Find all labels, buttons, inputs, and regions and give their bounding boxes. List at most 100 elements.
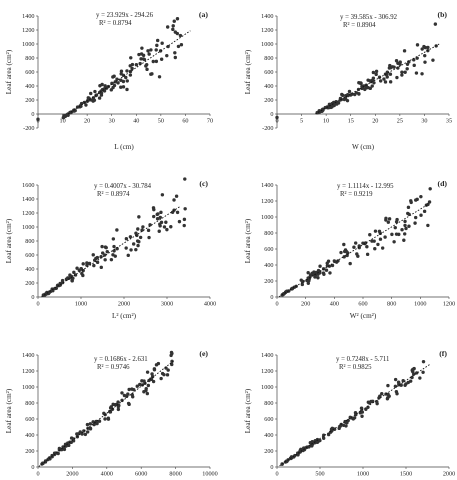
data-point <box>412 372 416 376</box>
data-point <box>320 108 325 113</box>
data-point <box>113 254 117 258</box>
data-point <box>428 187 432 191</box>
data-point <box>111 85 115 90</box>
x-tick-label: 20 <box>372 118 378 125</box>
data-point <box>394 59 399 63</box>
data-point <box>284 459 289 464</box>
data-point <box>155 38 160 43</box>
trend-line <box>279 363 431 467</box>
data-point <box>360 85 365 89</box>
data-point <box>393 225 397 230</box>
x-tick-label: 20 <box>84 118 90 125</box>
data-point <box>147 235 151 240</box>
data-point <box>332 259 337 263</box>
trend-line <box>67 30 191 115</box>
data-point <box>402 238 406 242</box>
data-point <box>91 420 95 424</box>
data-point <box>328 271 332 275</box>
y-tick-label: 1200 <box>22 210 34 217</box>
y-tick-label: 1000 <box>261 41 273 48</box>
x-tick-label: 2000 <box>443 471 455 478</box>
data-point <box>140 46 144 50</box>
data-point <box>307 278 311 283</box>
data-point <box>407 60 411 64</box>
data-point <box>139 57 143 61</box>
y-tick-label: 1400 <box>261 13 273 20</box>
data-point <box>402 49 407 53</box>
data-point <box>93 258 97 262</box>
data-point <box>148 223 152 227</box>
data-point <box>125 79 129 83</box>
x-tick-label: 600 <box>358 301 367 308</box>
x-tick-label: 2000 <box>66 471 78 478</box>
data-point <box>326 105 331 110</box>
r-squared: R² = 0.9825 <box>339 364 372 371</box>
data-point <box>88 427 93 431</box>
trend-line <box>315 43 440 115</box>
data-point <box>147 52 151 56</box>
data-point <box>119 72 123 76</box>
y-tick-label: 1200 <box>22 368 34 375</box>
data-point <box>387 217 392 221</box>
y-tick-label: 200 <box>25 448 34 455</box>
data-point <box>116 407 121 412</box>
data-point <box>146 49 150 53</box>
data-point <box>157 75 162 79</box>
data-point <box>66 441 70 445</box>
data-point <box>393 377 398 382</box>
data-point <box>146 383 151 388</box>
data-point <box>382 77 386 81</box>
data-point <box>97 96 102 100</box>
x-tick-label: 1000 <box>357 471 369 478</box>
data-point <box>166 368 170 372</box>
r-squared: R² = 0.8974 <box>97 191 130 198</box>
data-point <box>85 422 90 427</box>
data-point <box>156 361 161 366</box>
regression-equation: y = 1.1114x - 12.995 <box>337 183 394 190</box>
data-point <box>151 59 155 64</box>
data-point <box>173 30 178 34</box>
data-point <box>95 255 100 260</box>
data-point <box>121 85 126 89</box>
y-tick-label: 0 <box>270 464 273 471</box>
data-point <box>414 71 419 75</box>
data-point <box>124 237 129 241</box>
x-tick-label: 10 <box>323 118 329 125</box>
data-point <box>116 404 121 409</box>
data-point <box>384 218 388 222</box>
x-tick-label: 4000 <box>204 301 216 308</box>
y-axis-title: Leaf area (cm²) <box>5 218 13 263</box>
y-tick-label: 1400 <box>261 352 273 359</box>
data-point <box>313 275 317 279</box>
data-point <box>134 247 138 252</box>
data-point <box>415 197 419 202</box>
data-point <box>69 440 73 445</box>
data-point <box>365 252 370 257</box>
data-point <box>348 261 352 266</box>
x-tick-label: 70 <box>207 118 213 125</box>
data-point <box>141 57 146 61</box>
y-tick-label: 400 <box>264 262 273 269</box>
data-point <box>126 401 131 406</box>
data-point <box>182 217 187 222</box>
data-point <box>141 53 146 58</box>
data-point <box>357 81 361 85</box>
x-tick-label: 1000 <box>75 301 87 308</box>
data-point <box>75 266 79 270</box>
data-point <box>106 416 111 420</box>
data-point <box>158 215 162 220</box>
y-tick-label: 1400 <box>22 352 34 359</box>
data-point <box>164 220 168 224</box>
data-point <box>137 215 141 219</box>
data-point <box>145 391 150 396</box>
data-point <box>150 372 154 376</box>
data-point <box>141 225 145 229</box>
x-tick-label: 30 <box>109 118 115 125</box>
data-point <box>154 59 159 64</box>
data-point <box>165 227 169 232</box>
data-point <box>170 351 174 356</box>
data-point <box>299 278 303 282</box>
data-point <box>371 76 376 80</box>
data-point <box>72 270 76 275</box>
x-tick-label: 6000 <box>135 471 147 478</box>
